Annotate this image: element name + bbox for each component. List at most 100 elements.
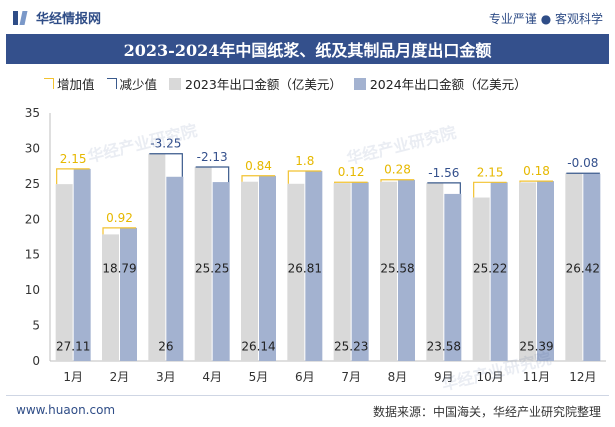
change-label: 0.18 [523, 164, 550, 178]
legend-2023: 2023年出口金额（亿美元） [169, 74, 342, 93]
bar-2024 [351, 182, 369, 361]
value-label-2024: 18.79 [102, 261, 136, 275]
bar-chart: 0 5 10 15 20 25 30 35 2.15 27.11 1月 0.92 18.79 2月 -3.2… [25, 106, 606, 384]
bar-2023 [102, 234, 119, 361]
legend-2024-label: 2024年出口金额（亿美元） [369, 77, 527, 92]
chart-legend: 增加值 减少值 2023年出口金额（亿美元） 2024年出口金额（亿美元） [44, 74, 539, 93]
value-label-2024: 25.39 [519, 339, 553, 353]
legend-increase-swatch [44, 78, 54, 89]
change-label: -1.56 [428, 166, 459, 180]
legend-increase: 增加值 [44, 74, 95, 93]
change-label: 0.84 [245, 159, 272, 173]
y-tick-label: 25 [25, 177, 40, 191]
top-bar: 华经情报网 专业严谨 ● 客观科学 [0, 0, 615, 34]
chart-title: 2023-2024年中国纸浆、纸及其制品月度出口金额 [6, 34, 609, 64]
increase-bracket [56, 168, 90, 185]
increase-bracket [473, 181, 507, 198]
y-tick-label: 30 [25, 141, 40, 155]
change-label: 0.92 [106, 211, 133, 225]
bar-2024 [398, 179, 415, 361]
bar-2023 [333, 183, 351, 361]
x-tick-label: 6月 [295, 370, 315, 384]
legend-increase-label: 增加值 [57, 77, 95, 92]
increase-bracket [519, 180, 553, 183]
brand-logo-icon [12, 9, 30, 27]
value-label-2024: 25.25 [195, 261, 229, 275]
legend-decrease-label: 减少值 [119, 77, 158, 92]
x-tick-label: 12月 [569, 370, 596, 384]
decrease-bracket [566, 172, 600, 174]
change-label: -0.08 [567, 156, 598, 170]
x-tick-label: 3月 [156, 370, 176, 384]
change-label: -3.25 [150, 137, 181, 151]
bar-2024 [490, 182, 508, 361]
bar-2023 [565, 173, 583, 361]
change-label: 0.28 [384, 163, 411, 177]
y-tick-label: 5 [32, 319, 40, 333]
increase-bracket [102, 227, 136, 235]
bar-2024 [212, 182, 230, 361]
x-tick-label: 8月 [388, 370, 408, 384]
change-label: 1.8 [295, 154, 314, 168]
value-label-2024: 26.14 [241, 339, 275, 353]
legend-2024-swatch [353, 77, 366, 90]
value-label-2024: 25.22 [473, 261, 507, 275]
bar-2023 [194, 166, 212, 361]
bar-2023 [426, 182, 444, 361]
increase-bracket [287, 170, 322, 184]
legend-decrease-swatch [106, 78, 117, 89]
bar-2023 [148, 153, 166, 361]
bar-2024 [537, 181, 554, 361]
x-tick-label: 4月 [202, 370, 222, 384]
brand-logo: 华经情报网 [12, 8, 101, 27]
y-tick-label: 0 [32, 354, 40, 368]
x-tick-label: 9月 [434, 370, 454, 384]
decrease-bracket [427, 182, 461, 194]
increase-bracket [334, 181, 368, 184]
legend-2024: 2024年出口金额（亿美元） [353, 74, 527, 93]
slogan: 专业严谨 ● 客观科学 [488, 12, 603, 26]
bar-2024 [305, 171, 323, 361]
x-tick-label: 7月 [341, 370, 361, 384]
x-tick-label: 1月 [63, 370, 83, 384]
bar-2023 [380, 181, 397, 361]
x-tick-label: 11月 [523, 370, 550, 384]
value-label-2024: 26.81 [288, 261, 322, 275]
increase-bracket [241, 175, 275, 182]
change-label: 2.15 [60, 152, 87, 166]
bar-2023 [472, 197, 490, 361]
change-label: 2.15 [477, 165, 504, 179]
value-label-2024: 26.42 [566, 261, 600, 275]
footer-source: 数据来源：中国海关，华经产业研究院整理 [372, 405, 601, 419]
y-tick-label: 20 [25, 212, 40, 226]
bar-2024 [166, 176, 184, 361]
decrease-bracket [149, 153, 183, 177]
bar-2023 [55, 184, 73, 361]
legend-2023-label: 2023年出口金额（亿美元） [185, 77, 342, 92]
footer: www.huaon.com 数据来源：中国海关，华经产业研究院整理 [6, 395, 609, 424]
bar-2024 [73, 168, 91, 361]
brand-name: 华经情报网 [36, 12, 102, 27]
bar-2024 [259, 175, 276, 361]
change-label: -2.13 [197, 150, 228, 164]
bar-2024 [120, 227, 137, 361]
bar-2023 [519, 182, 536, 361]
x-tick-label: 5月 [249, 370, 269, 384]
x-tick-label: 10月 [477, 370, 504, 384]
footer-url[interactable]: www.huaon.com [16, 403, 116, 417]
bar-2023 [241, 181, 258, 361]
y-tick-label: 15 [25, 248, 40, 262]
y-tick-label: 35 [25, 106, 40, 120]
change-label: 0.12 [338, 165, 365, 179]
value-label-2024: 25.58 [380, 261, 414, 275]
increase-bracket [380, 179, 414, 182]
decrease-bracket [195, 166, 230, 183]
value-label-2024: 27.11 [56, 339, 90, 353]
value-label-2024: 26 [158, 339, 173, 353]
value-label-2024: 25.23 [334, 339, 368, 353]
y-tick-label: 10 [25, 283, 40, 297]
x-tick-label: 2月 [110, 370, 130, 384]
bar-2024 [583, 173, 601, 361]
legend-2023-swatch [169, 77, 182, 90]
legend-decrease: 减少值 [106, 74, 158, 93]
